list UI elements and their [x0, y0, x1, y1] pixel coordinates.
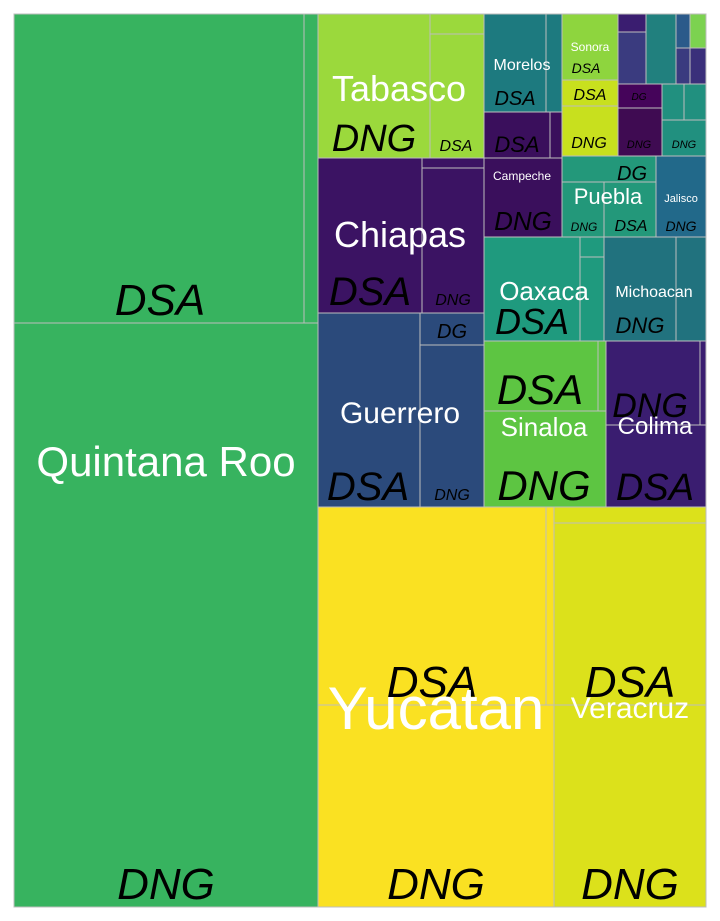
- tile-fragment-f: [675, 47, 691, 85]
- tile-fragment-h: [661, 83, 685, 121]
- label-yucatan-dsa: DSA: [387, 658, 477, 707]
- label-oaxaca-dsa: DSA: [495, 301, 569, 342]
- label-campeche-dsa: DSA: [494, 132, 539, 157]
- label-puebla-dg: DG: [617, 163, 647, 185]
- tile-chiapas-dsa: [317, 157, 423, 314]
- label-guerrero-dsa: DSA: [327, 465, 409, 509]
- tile-guerrero-dg: [419, 312, 485, 346]
- tile-jalisco: [655, 155, 707, 238]
- label-veracruz-dng: DNG: [581, 860, 679, 909]
- label-quintana-roo-dsa: DSA: [115, 276, 205, 325]
- tile-fragment-g: [689, 47, 707, 85]
- tile-guerrero-dsa: [317, 312, 421, 508]
- label-small-teal-dng: DNG: [672, 139, 697, 151]
- tile-veracruz-minor: [553, 506, 707, 524]
- tile-yucatan-dsa: [317, 506, 547, 706]
- label-guerrero-dng: DNG: [434, 487, 470, 504]
- label-tabasco: Tabasco: [332, 68, 466, 109]
- tile-oaxaca: [483, 236, 581, 342]
- label-puebla-dng: DNG: [571, 220, 598, 234]
- label-quintana-roo: Quintana Roo: [36, 438, 295, 485]
- tile-quintana-roo-dsa: [13, 13, 319, 324]
- label-veracruz-dsa: DSA: [585, 658, 675, 707]
- tile-veracruz-dng: [553, 704, 707, 908]
- label-yucatan: Yucatan: [328, 675, 545, 742]
- label-campeche-dng: DNG: [494, 206, 552, 236]
- label-morelos-dsa: DSA: [494, 88, 535, 110]
- tile-chiapas-minor: [421, 157, 485, 169]
- label-guerrero: Guerrero: [340, 397, 460, 430]
- tile-small-teal: [661, 119, 707, 157]
- tile-fragment-b: [617, 31, 647, 85]
- tile-yucatan-minor: [545, 506, 555, 706]
- tile-small-dng: [617, 107, 663, 157]
- label-veracruz: Veracruz: [571, 692, 689, 725]
- tile-sinaloa-dng: [483, 410, 607, 508]
- label-oaxaca: Oaxaca: [499, 276, 589, 306]
- tile-tabasco-minor: [429, 13, 485, 35]
- tile-yucatan-dng: [317, 704, 555, 908]
- tile-tabasco-dsa: [429, 13, 485, 159]
- label-sonora-dsa-2: DSA: [574, 87, 607, 104]
- label-sonora: Sonora: [571, 40, 610, 54]
- tile-puebla-dsa: [603, 181, 657, 238]
- label-sinaloa-dsa: DSA: [497, 366, 583, 413]
- tile-puebla-dg: [561, 155, 657, 183]
- tile-tabasco-dng: [317, 13, 431, 159]
- tile-sonora-dsa: [561, 13, 619, 81]
- label-chiapas-dsa: DSA: [329, 270, 411, 314]
- label-sinaloa-dng: DNG: [497, 462, 590, 509]
- label-sonora-dsa: DSA: [572, 60, 601, 76]
- label-campeche: Campeche: [493, 169, 551, 183]
- label-colima-dng: DNG: [612, 387, 688, 425]
- label-guerrero-dg: DG: [437, 321, 467, 343]
- label-yucatan-dng: DNG: [387, 860, 485, 909]
- tile-sinaloa-dsa: [483, 340, 599, 412]
- label-quintana-roo-dng: DNG: [117, 860, 215, 909]
- label-puebla: Puebla: [574, 184, 643, 209]
- label-tabasco-dsa: DSA: [440, 138, 473, 155]
- label-chiapas-dng: DNG: [435, 292, 471, 309]
- tile-fragment-d: [675, 13, 691, 49]
- label-tabasco-dng: DNG: [332, 118, 416, 160]
- tile-fragment-c: [645, 13, 677, 85]
- tile-colima-dsa: [605, 424, 707, 508]
- label-morelos: Morelos: [494, 57, 551, 74]
- label-puebla-dsa: DSA: [615, 218, 648, 235]
- label-colima: Colima: [618, 413, 693, 440]
- tile-fragment-e: [689, 13, 707, 49]
- tile-colima-minor: [699, 340, 707, 426]
- tile-guerrero-dng: [419, 344, 485, 508]
- tile-fragment-a: [617, 13, 647, 33]
- label-small-dng: DNG: [627, 139, 652, 151]
- label-sinaloa: Sinaloa: [501, 412, 588, 442]
- tile-quintana-roo-dng: [13, 322, 319, 908]
- label-chiapas: Chiapas: [334, 214, 466, 255]
- label-jalisco-dng: DNG: [665, 218, 696, 234]
- label-jalisco: Jalisco: [664, 193, 698, 205]
- tile-sinaloa-minor: [597, 340, 607, 412]
- tile-veracruz-dsa: [553, 522, 707, 706]
- tile-campeche-dng: [483, 157, 563, 238]
- tile-quintana-roo-minor: [303, 13, 319, 324]
- tile-puebla-dng: [561, 181, 605, 238]
- label-michoacan-dng: DNG: [616, 313, 665, 338]
- label-michoacan: Michoacan: [615, 284, 692, 301]
- tile-campeche-minor: [549, 111, 563, 159]
- tile-oaxaca-minor-a: [579, 236, 605, 258]
- label-colima-dsa: DSA: [616, 467, 694, 509]
- label-sonora-dng: DNG: [571, 135, 607, 152]
- label-small-dg: DG: [632, 92, 647, 103]
- tile-oaxaca-minor-b: [579, 256, 605, 342]
